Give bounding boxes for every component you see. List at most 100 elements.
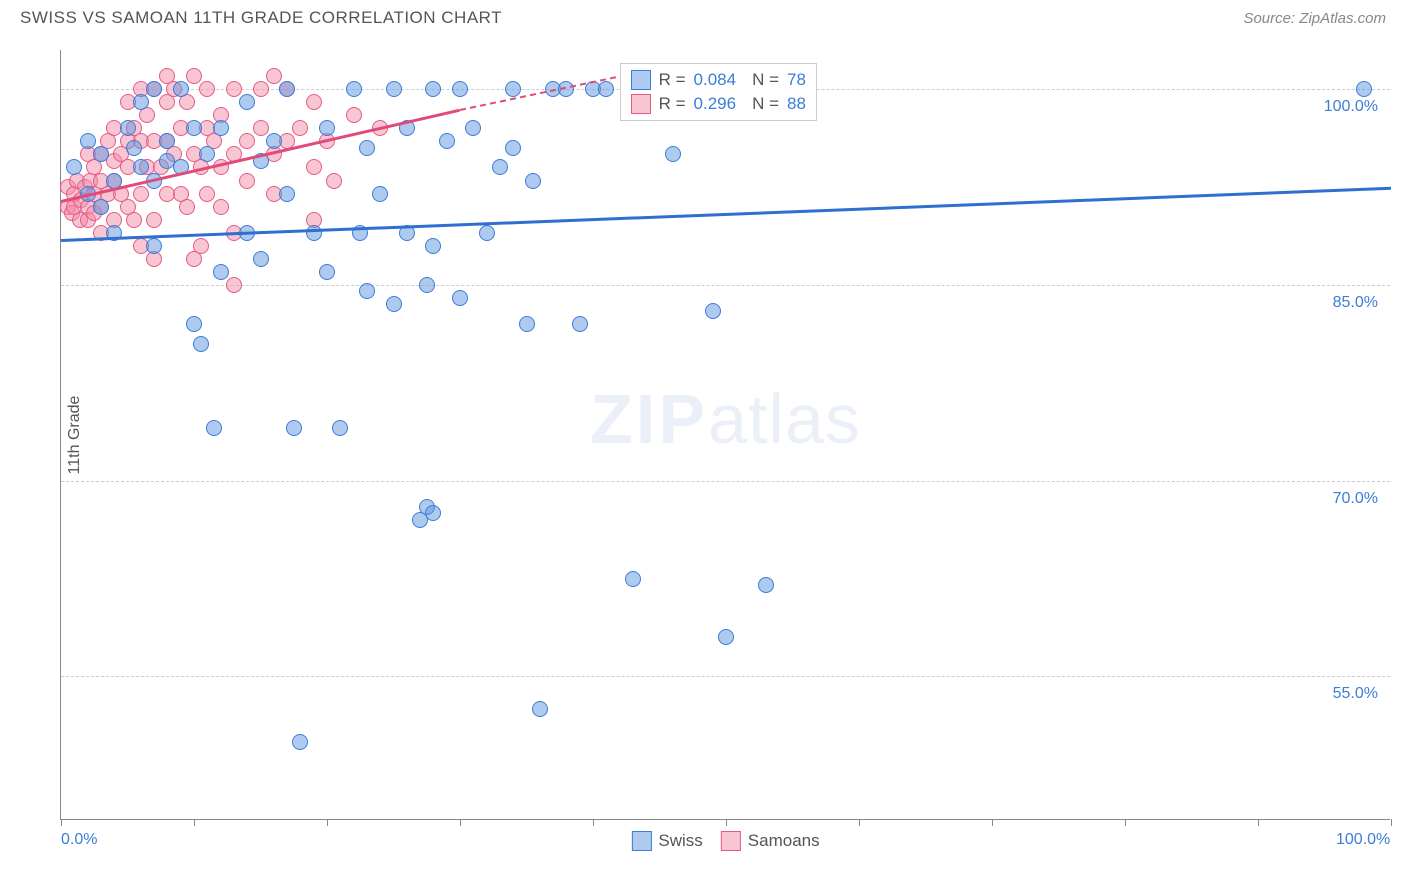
scatter-point-swiss — [66, 159, 82, 175]
scatter-point-swiss — [319, 264, 335, 280]
xtick — [460, 819, 461, 826]
scatter-point-samoans — [239, 133, 255, 149]
scatter-point-swiss — [452, 81, 468, 97]
scatter-point-swiss — [306, 225, 322, 241]
watermark: ZIPatlas — [590, 379, 861, 459]
plot-container: 11th Grade ZIPatlas 55.0%70.0%85.0%100.0… — [60, 50, 1390, 820]
scatter-point-samoans — [239, 173, 255, 189]
xtick — [1391, 819, 1392, 826]
series-legend-item-samoans: Samoans — [721, 831, 820, 851]
scatter-point-samoans — [199, 186, 215, 202]
xtick — [327, 819, 328, 826]
scatter-point-swiss — [505, 140, 521, 156]
legend-n-value: 78 — [787, 70, 806, 90]
scatter-point-samoans — [306, 159, 322, 175]
scatter-point-swiss — [505, 81, 521, 97]
scatter-point-swiss — [572, 316, 588, 332]
legend-n-label: N = — [752, 94, 779, 114]
scatter-point-swiss — [452, 290, 468, 306]
scatter-point-swiss — [239, 94, 255, 110]
ytick-label: 100.0% — [1324, 98, 1378, 116]
scatter-point-swiss — [372, 186, 388, 202]
scatter-point-swiss — [286, 420, 302, 436]
series-legend-item-swiss: Swiss — [631, 831, 702, 851]
stats-legend-row: R =0.296N =88 — [631, 92, 806, 116]
scatter-point-swiss — [425, 505, 441, 521]
scatter-point-swiss — [519, 316, 535, 332]
scatter-point-swiss — [598, 81, 614, 97]
scatter-point-swiss — [525, 173, 541, 189]
xtick — [194, 819, 195, 826]
scatter-point-samoans — [126, 212, 142, 228]
scatter-point-samoans — [266, 68, 282, 84]
scatter-point-swiss — [346, 81, 362, 97]
scatter-point-samoans — [146, 212, 162, 228]
xtick — [726, 819, 727, 826]
scatter-point-swiss — [253, 251, 269, 267]
scatter-point-samoans — [226, 81, 242, 97]
scatter-point-samoans — [133, 186, 149, 202]
scatter-point-swiss — [439, 133, 455, 149]
scatter-point-swiss — [173, 81, 189, 97]
ytick-label: 55.0% — [1333, 685, 1378, 703]
xtick — [1258, 819, 1259, 826]
stats-legend-row: R =0.084N =78 — [631, 68, 806, 92]
scatter-point-swiss — [718, 629, 734, 645]
scatter-point-swiss — [279, 186, 295, 202]
xtick — [992, 819, 993, 826]
trendline — [61, 187, 1391, 242]
gridline — [61, 676, 1390, 677]
legend-swatch-samoans — [721, 831, 741, 851]
scatter-point-samoans — [346, 107, 362, 123]
legend-n-label: N = — [752, 70, 779, 90]
chart-header: SWISS VS SAMOAN 11TH GRADE CORRELATION C… — [0, 0, 1406, 36]
scatter-point-samoans — [253, 81, 269, 97]
scatter-point-swiss — [425, 81, 441, 97]
scatter-point-swiss — [93, 199, 109, 215]
scatter-point-swiss — [625, 571, 641, 587]
scatter-point-samoans — [253, 120, 269, 136]
scatter-point-swiss — [146, 81, 162, 97]
xtick — [593, 819, 594, 826]
scatter-point-swiss — [120, 120, 136, 136]
chart-source: Source: ZipAtlas.com — [1243, 10, 1386, 27]
scatter-point-samoans — [186, 68, 202, 84]
scatter-point-swiss — [758, 577, 774, 593]
scatter-point-swiss — [292, 734, 308, 750]
legend-r-label: R = — [659, 94, 686, 114]
scatter-point-swiss — [386, 81, 402, 97]
scatter-point-swiss — [492, 159, 508, 175]
scatter-point-samoans — [193, 238, 209, 254]
gridline — [61, 285, 1390, 286]
scatter-point-swiss — [419, 277, 435, 293]
legend-swatch-samoans — [631, 94, 651, 114]
scatter-point-samoans — [326, 173, 342, 189]
scatter-point-swiss — [332, 420, 348, 436]
scatter-point-swiss — [199, 146, 215, 162]
watermark-bold: ZIP — [590, 380, 708, 458]
trendline-dash — [460, 70, 647, 111]
chart-title: SWISS VS SAMOAN 11TH GRADE CORRELATION C… — [20, 8, 502, 28]
xtick — [1125, 819, 1126, 826]
xaxis-label: 100.0% — [1336, 831, 1390, 849]
scatter-point-swiss — [80, 133, 96, 149]
scatter-point-swiss — [319, 120, 335, 136]
plot-area: ZIPatlas 55.0%70.0%85.0%100.0%0.0%100.0%… — [60, 50, 1390, 820]
series-legend: Swiss Samoans — [631, 831, 819, 851]
scatter-point-swiss — [146, 238, 162, 254]
scatter-point-swiss — [359, 140, 375, 156]
scatter-point-swiss — [479, 225, 495, 241]
scatter-point-swiss — [1356, 81, 1372, 97]
legend-swatch-swiss — [631, 831, 651, 851]
scatter-point-swiss — [266, 133, 282, 149]
stats-legend: R =0.084N =78R =0.296N =88 — [620, 63, 817, 121]
scatter-point-samoans — [292, 120, 308, 136]
scatter-point-samoans — [306, 94, 322, 110]
scatter-point-swiss — [425, 238, 441, 254]
scatter-point-swiss — [193, 336, 209, 352]
scatter-point-swiss — [705, 303, 721, 319]
scatter-point-swiss — [186, 120, 202, 136]
ytick-label: 85.0% — [1333, 294, 1378, 312]
scatter-point-swiss — [665, 146, 681, 162]
legend-swatch-swiss — [631, 70, 651, 90]
